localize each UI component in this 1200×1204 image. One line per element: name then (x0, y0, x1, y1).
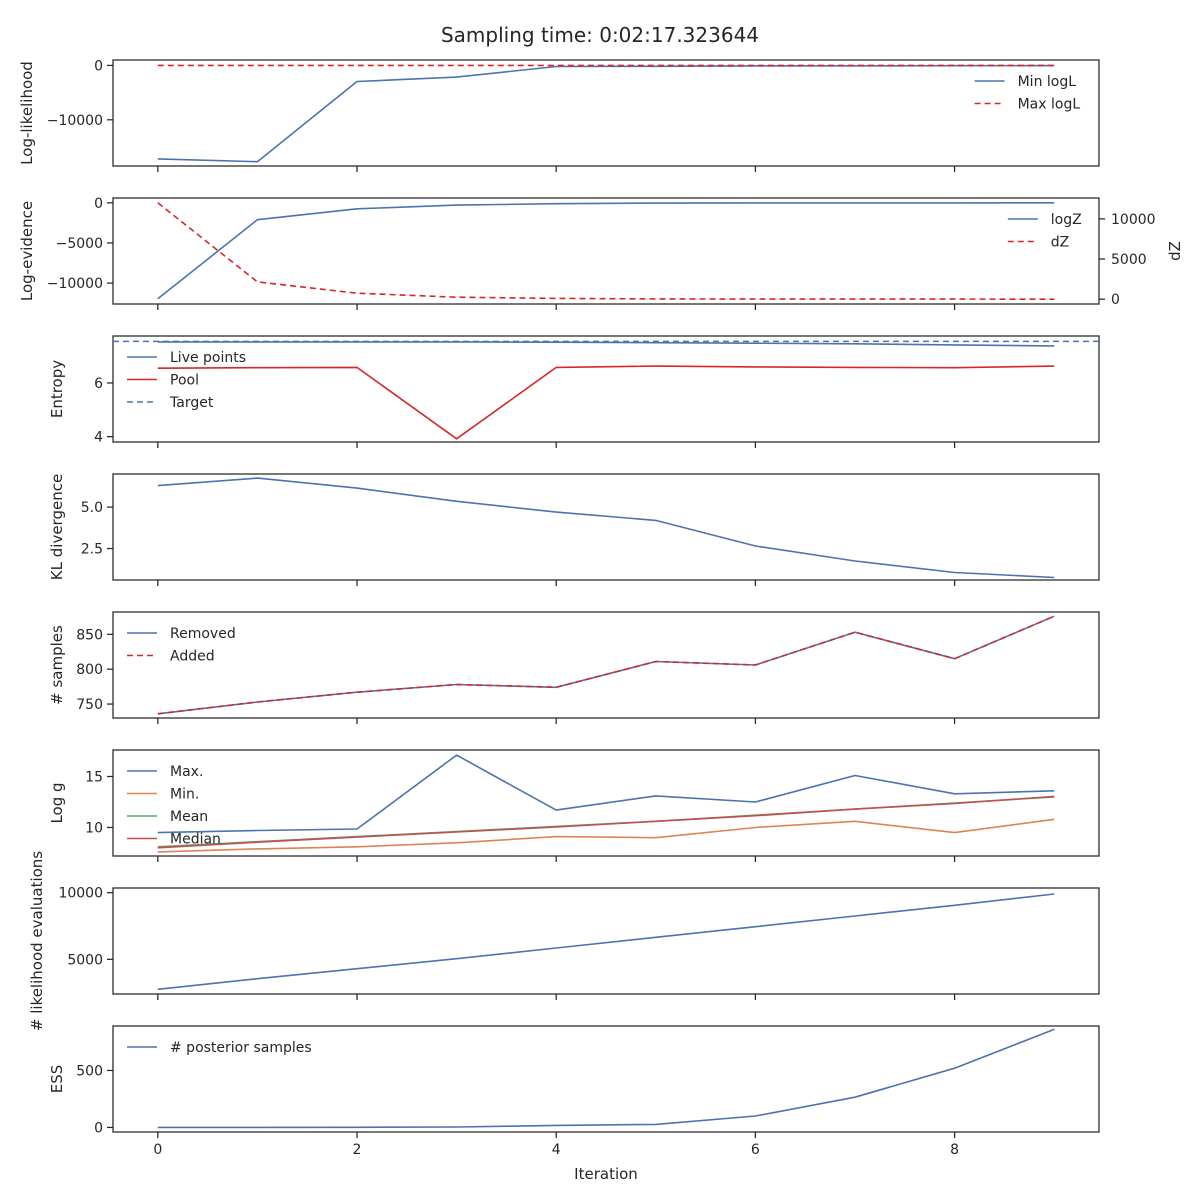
y-tick-label: 6 (94, 376, 103, 392)
series-line-posterior-samples (157, 1028, 1055, 1129)
legend-label: # posterior samples (170, 1040, 312, 1056)
axes-frame (112, 887, 1100, 995)
series-line-main (157, 477, 1055, 579)
panel-ess: 0 2 4 6 8 500 0 ESS # posterior samples (48, 1025, 1100, 1158)
legend-label: Max logL (1018, 97, 1081, 113)
series-line-live-points (157, 341, 1055, 347)
legend-label: dZ (1051, 235, 1069, 251)
axes-frame (112, 611, 1100, 719)
y-tick-label: 750 (76, 697, 103, 713)
y-axis-label: Log-evidence (18, 201, 36, 301)
y-tick-label: 500 (76, 1063, 103, 1079)
series-line-mean (157, 796, 1055, 848)
y-tick-label: 2.5 (81, 542, 103, 558)
y-tick-label: 4 (94, 430, 103, 446)
y-tick-label: −5000 (56, 236, 103, 252)
panel-logg: 15 10 Log g Max. Min. Mean Median (48, 749, 1100, 862)
y2-tick-label: 5000 (1111, 252, 1147, 268)
legend-label: Max. (170, 764, 203, 780)
x-axis-label: Iteration (574, 1165, 638, 1183)
y-tick-label: −10000 (47, 113, 103, 129)
series-line-main (157, 893, 1055, 991)
y-tick-label: 0 (94, 58, 103, 74)
legend-label: Removed (170, 626, 236, 642)
y-axis-label: Log-likelihood (18, 61, 36, 165)
legend-label: Min. (170, 787, 199, 803)
y-axis-label: # likelihood evaluations (28, 851, 46, 1031)
y-axis-label: ESS (48, 1065, 66, 1094)
series-line-min-logl (157, 64, 1055, 163)
panel-logevidence: 0 −5000 −10000 0 5000 10000 dZ Log-evidence logZ… (18, 196, 1184, 310)
x-tick-label: 6 (751, 1142, 760, 1158)
axes-frame (112, 1025, 1100, 1133)
figure-title: Sampling time: 0:02:17.323644 (441, 23, 759, 47)
legend-label: Pool (170, 373, 199, 389)
legend-label: Added (170, 649, 215, 665)
y-tick-label: 850 (76, 627, 103, 643)
legend-label: Mean (170, 809, 208, 825)
y-tick-label: 0 (94, 196, 103, 212)
panel-samples: 850 800 750 # samples Removed Added (48, 611, 1100, 724)
series-line-added (157, 615, 1055, 715)
legend-label: Live points (170, 350, 246, 366)
axes-frame (112, 197, 1100, 305)
legend-label: Target (169, 395, 214, 411)
panel-loglikelihood: 0 −10000 Log-likelihood Min logL Max logL (18, 58, 1100, 172)
y2-tick-label: 10000 (1111, 212, 1156, 228)
axes-frame (112, 749, 1100, 857)
axes-frame (112, 473, 1100, 581)
y-tick-label: 800 (76, 662, 103, 678)
y-axis-label: Entropy (48, 360, 66, 418)
legend-label: Min logL (1018, 74, 1077, 90)
axes-frame (112, 335, 1100, 443)
y2-tick-label: 0 (1111, 292, 1120, 308)
legend-label: logZ (1051, 212, 1082, 228)
axes-frame (112, 59, 1100, 167)
y-axis-label: KL divergence (48, 474, 66, 580)
series-line-logz (157, 202, 1055, 300)
series-line-min (157, 818, 1055, 853)
y-axis-label: # samples (48, 625, 66, 705)
series-line-pool (157, 365, 1055, 440)
y-tick-label: −10000 (47, 276, 103, 292)
y-tick-label: 5000 (67, 952, 103, 968)
x-tick-label: 4 (552, 1142, 561, 1158)
y-tick-label: 0 (94, 1120, 103, 1136)
series-line-median (157, 795, 1055, 849)
series-line-max (157, 754, 1055, 834)
x-tick-label: 0 (153, 1142, 162, 1158)
legend-label: Median (170, 832, 221, 848)
y-tick-label: 5.0 (81, 500, 103, 516)
x-tick-label: 2 (353, 1142, 362, 1158)
y-tick-label: 10 (85, 820, 103, 836)
panel-likelihood_evals: 10000 5000 # likelihood evaluations (28, 851, 1100, 1031)
y-tick-label: 15 (85, 770, 103, 786)
y2-axis-label: dZ (1166, 241, 1184, 261)
series-line-dz (157, 202, 1055, 301)
x-tick-label: 8 (950, 1142, 959, 1158)
y-axis-label: Log g (48, 782, 66, 823)
panel-kl: 5.0 2.5 KL divergence (48, 473, 1100, 586)
y-tick-label: 10000 (58, 886, 103, 902)
panel-entropy: 6 4 Entropy Live points Pool Target (48, 335, 1100, 448)
